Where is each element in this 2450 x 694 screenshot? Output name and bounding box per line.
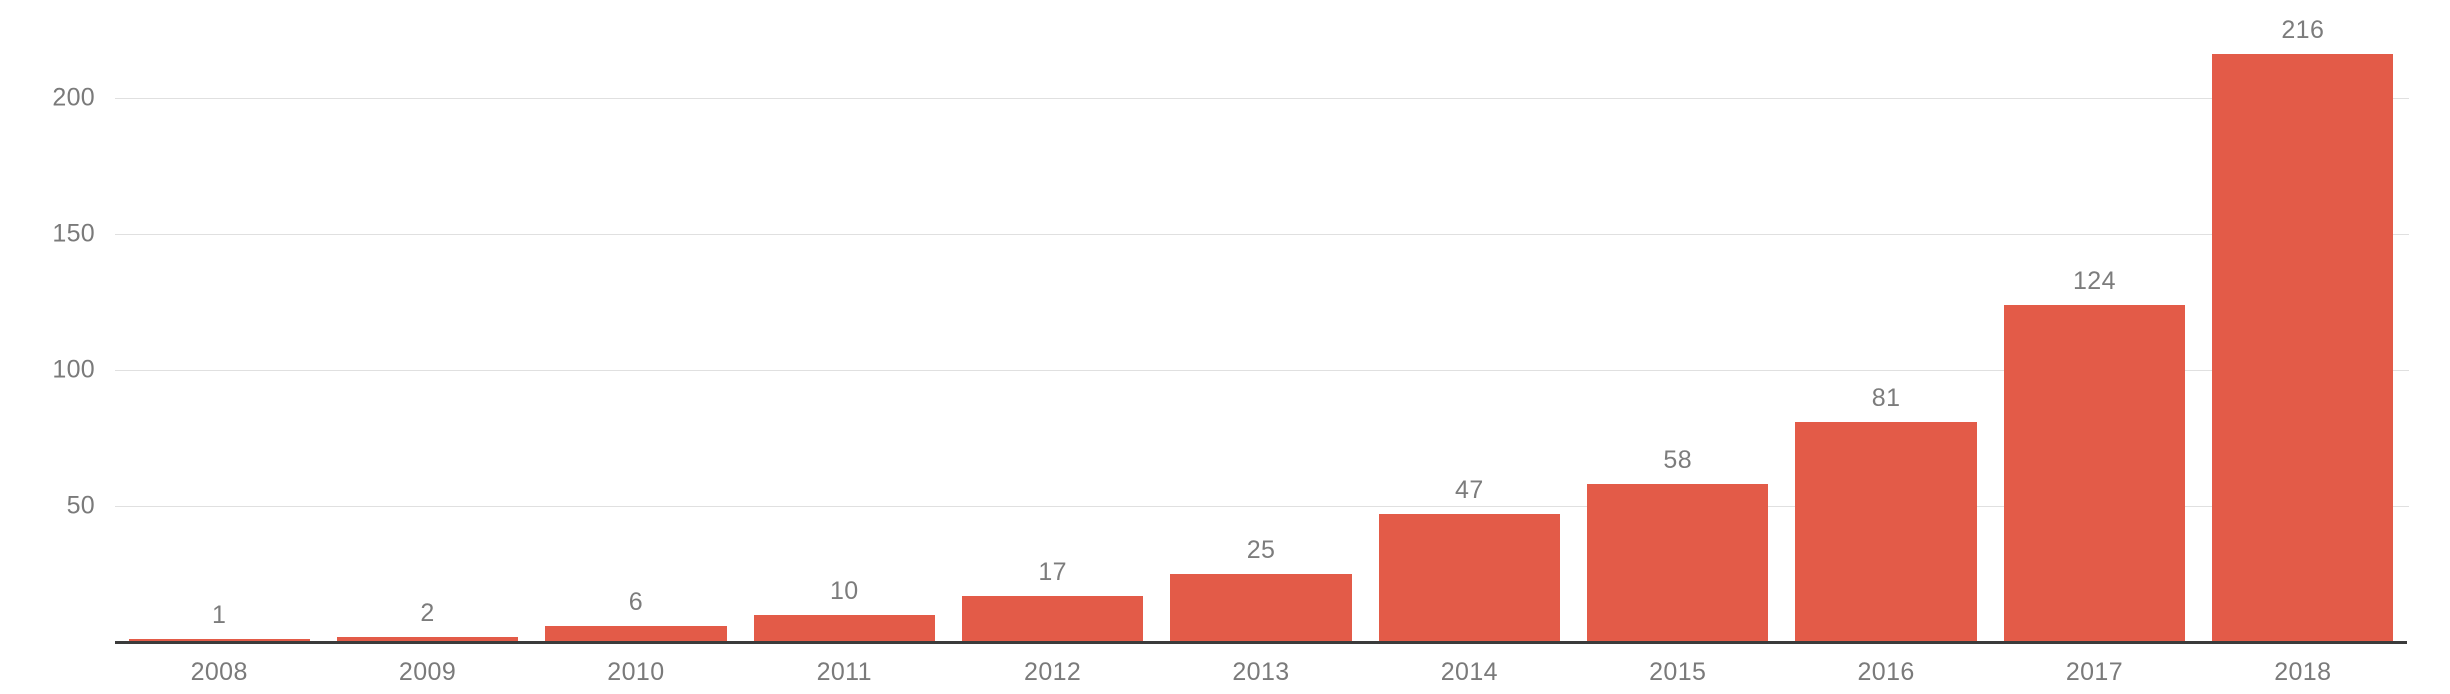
- x-axis-baseline: [115, 641, 2407, 644]
- bars-plot-area: 1 2 6 10 17 25 47 58 81 124 216: [115, 0, 2407, 642]
- x-tick-label-2017: 2017: [2065, 658, 2124, 686]
- bar[interactable]: [1378, 514, 1560, 642]
- x-tick-label-2016: 2016: [1857, 658, 1915, 686]
- x-tick-label-2014: 2014: [1440, 658, 1498, 686]
- bar-value-label: 6: [628, 587, 644, 616]
- bar-group: 81: [1782, 0, 1990, 642]
- x-tick-label-2013: 2013: [1232, 658, 1290, 686]
- bar-group: 124: [1990, 0, 2198, 642]
- bar[interactable]: [1795, 421, 1977, 642]
- x-tick-label-2008: 2008: [190, 658, 248, 686]
- gridline-50: [115, 506, 2409, 507]
- bar-group: 216: [2199, 0, 2407, 642]
- bar-group: 58: [1574, 0, 1782, 642]
- bar[interactable]: [2003, 304, 2186, 642]
- bar[interactable]: [128, 639, 310, 642]
- bar[interactable]: [1587, 484, 1769, 642]
- x-tick-label-2011: 2011: [816, 658, 872, 686]
- y-tick-label: 150: [52, 219, 95, 248]
- bar-value-label: 17: [1038, 557, 1067, 586]
- gridline-150: [115, 234, 2409, 235]
- y-tick-label: 50: [66, 491, 95, 520]
- bar-group: 2: [323, 0, 531, 642]
- bar-group: 10: [740, 0, 948, 642]
- bar-value-label: 58: [1663, 446, 1693, 475]
- x-tick-label-2010: 2010: [607, 658, 665, 686]
- gridline-100: [115, 370, 2409, 371]
- bar[interactable]: [753, 614, 935, 642]
- x-tick-label-2018: 2018: [2274, 658, 2332, 686]
- bar-group: 25: [1157, 0, 1365, 642]
- gridline-200: [115, 98, 2409, 99]
- bar-group: 17: [948, 0, 1156, 642]
- y-tick-label: 100: [52, 355, 95, 384]
- x-tick-label-2009: 2009: [398, 658, 457, 686]
- bar-value-label: 25: [1246, 536, 1276, 564]
- x-tick-label-2015: 2015: [1649, 658, 1707, 686]
- bar-group: 1: [115, 0, 323, 642]
- bar[interactable]: [2212, 54, 2394, 642]
- bar-value-label: 81: [1871, 383, 1901, 412]
- bar-value-label: 1: [212, 601, 227, 630]
- x-tick-label-2012: 2012: [1024, 658, 1082, 686]
- bar[interactable]: [545, 625, 727, 642]
- y-tick-label: 200: [52, 83, 95, 112]
- bar-value-label: 47: [1455, 476, 1484, 505]
- bar-value-label: 10: [829, 576, 859, 605]
- bar[interactable]: [961, 595, 1144, 642]
- bar[interactable]: [336, 636, 519, 642]
- bar-value-label: 2: [420, 598, 435, 627]
- bar-group: 47: [1365, 0, 1573, 642]
- bar-group: 6: [532, 0, 740, 642]
- bar-value-label: 124: [2072, 266, 2116, 295]
- bar[interactable]: [1170, 574, 1352, 642]
- x-axis-tick-labels: 2008 2009 2010 2011 2012 2013 2014 2015 2016 2017…: [115, 652, 2407, 694]
- bar-value-label: 216: [2281, 16, 2325, 45]
